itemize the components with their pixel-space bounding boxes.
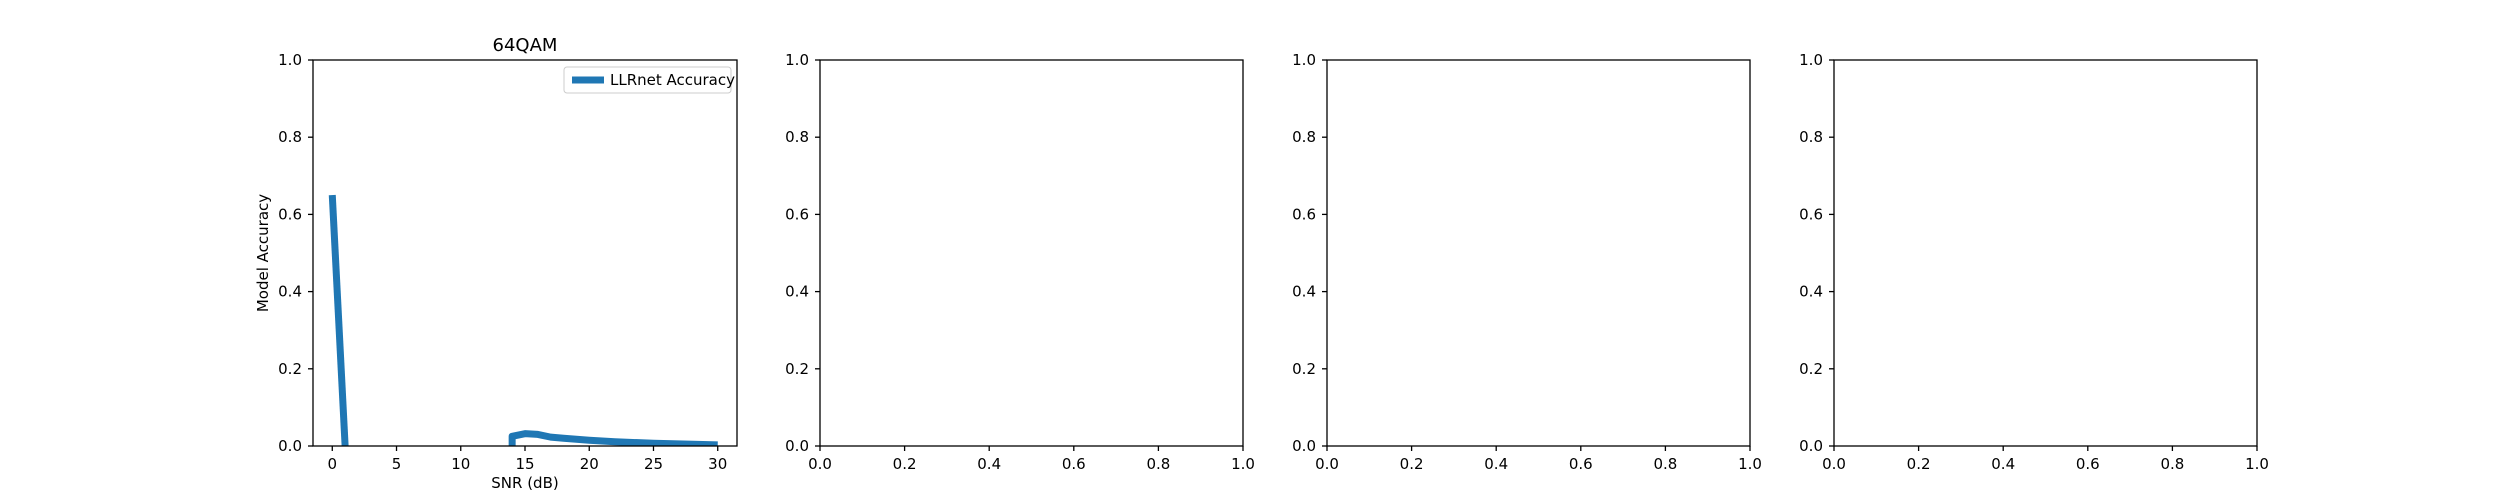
chart-title: 64QAM: [493, 35, 558, 56]
x-tick-label: 0.0: [1822, 455, 1846, 473]
x-tick-label: 25: [644, 455, 663, 473]
y-tick-label: 0.8: [278, 128, 302, 146]
x-tick-label: 5: [392, 455, 402, 473]
x-tick-label: 30: [708, 455, 727, 473]
y-tick-label: 0.4: [1292, 283, 1316, 301]
axes-frame: [1833, 59, 2258, 447]
y-tick-label: 0.0: [785, 437, 809, 455]
y-tick-label: 1.0: [1799, 51, 1823, 69]
chart-panel-2: 0.0 0.2 0.4 0.6 0.8 1.0 0.0 0.2 0.4 0.6 0.8 1.0: [785, 51, 1255, 473]
x-tick-label: 0.2: [1907, 455, 1931, 473]
x-tick-label: 0.6: [1569, 455, 1593, 473]
legend: LLRnet Accuracy: [563, 66, 735, 94]
x-tick-label: 1.0: [1738, 455, 1762, 473]
y-tick-label: 0.6: [1292, 205, 1316, 223]
x-tick-label: 0.8: [1653, 455, 1677, 473]
x-tick-label: 0.8: [1146, 455, 1170, 473]
series-line-1-segment-1: [328, 194, 349, 446]
chart-panel-1: 0 5 10 15 20 25 30 0.0 0.2 0.4 0.6 0.8 1.0 64QAM SNR (…: [254, 35, 738, 492]
y-tick-label: 1.0: [785, 51, 809, 69]
x-tick-label: 20: [580, 455, 599, 473]
y-tick-label: 0.0: [278, 437, 302, 455]
x-tick-label: 1.0: [2245, 455, 2269, 473]
legend-box: [563, 66, 732, 94]
x-tick-label: 0.6: [1062, 455, 1086, 473]
y-tick-label: 0.0: [1799, 437, 1823, 455]
x-tick-label: 0.4: [1484, 455, 1508, 473]
x-tick-label: 0.8: [2160, 455, 2184, 473]
x-tick-label: 0.4: [1991, 455, 2015, 473]
x-tick-label: 0.6: [2076, 455, 2100, 473]
x-tick-label: 15: [515, 455, 534, 473]
chart-panel-3: 0.0 0.2 0.4 0.6 0.8 1.0 0.0 0.2 0.4 0.6 0.8 1.0: [1292, 51, 1762, 473]
axes-frame: [1326, 59, 1751, 447]
y-tick-label: 0.0: [1292, 437, 1316, 455]
y-tick-label: 0.4: [785, 283, 809, 301]
y-tick-label: 0.2: [785, 360, 809, 378]
axes-frame: [819, 59, 1244, 447]
y-tick-label: 0.6: [785, 205, 809, 223]
chart-panel-4: 0.0 0.2 0.4 0.6 0.8 1.0 0.0 0.2 0.4 0.6 0.8 1.0: [1799, 51, 2269, 473]
x-tick-label: 0.2: [1400, 455, 1424, 473]
y-tick-label: 0.4: [1799, 283, 1823, 301]
y-tick-label: 0.2: [278, 360, 302, 378]
y-tick-label: 0.6: [278, 205, 302, 223]
y-tick-label: 0.6: [1799, 205, 1823, 223]
x-axis-label: SNR (dB): [491, 474, 558, 492]
y-tick-label: 0.8: [785, 128, 809, 146]
y-tick-label: 1.0: [278, 51, 302, 69]
y-tick-label: 0.2: [1799, 360, 1823, 378]
x-tick-label: 0.2: [893, 455, 917, 473]
y-axis-label: Model Accuracy: [254, 194, 272, 312]
x-tick-label: 0: [327, 455, 337, 473]
x-tick-label: 10: [451, 455, 470, 473]
x-tick-label: 0.4: [977, 455, 1001, 473]
legend-label: LLRnet Accuracy: [610, 71, 735, 89]
x-tick-label: 0.0: [808, 455, 832, 473]
y-tick-label: 0.2: [1292, 360, 1316, 378]
y-tick-label: 0.4: [278, 283, 302, 301]
y-tick-label: 1.0: [1292, 51, 1316, 69]
x-tick-label: 1.0: [1231, 455, 1255, 473]
charts-layer: 0 5 10 15 20 25 30 0.0 0.2 0.4 0.6 0.8 1.0 64QAM SNR (…: [254, 35, 2269, 492]
y-tick-label: 0.8: [1292, 128, 1316, 146]
x-tick-label: 0.0: [1315, 455, 1339, 473]
series-line-1-segment-2: [508, 430, 718, 446]
y-tick-label: 0.8: [1799, 128, 1823, 146]
